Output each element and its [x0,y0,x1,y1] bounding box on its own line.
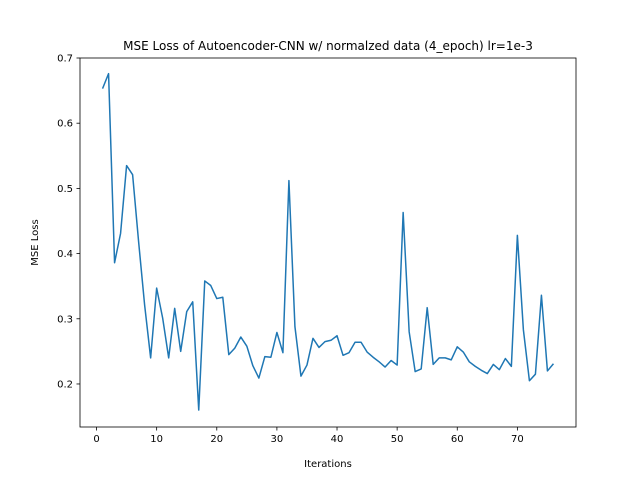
y-axis-label: MSE Loss [30,219,41,265]
y-tick-label: 0.4 [57,249,73,260]
x-axis-label: Iterations [304,459,352,470]
x-tick-label: 20 [210,434,223,445]
x-tick-label: 0 [93,434,99,445]
plot-area [101,72,555,411]
x-tick-label: 10 [150,434,163,445]
y-tick-label: 0.6 [57,119,73,130]
y-axis: 0.2 0.3 0.4 0.5 0.6 0.7 [57,54,80,390]
chart-title: MSE Loss of Autoencoder-CNN w/ normalzed… [123,39,533,53]
x-tick-label: 50 [391,434,404,445]
x-tick-label: 70 [511,434,524,445]
y-tick-label: 0.3 [57,314,73,325]
x-axis: 0 10 20 30 40 50 60 70 [93,427,524,445]
x-tick-label: 40 [331,434,344,445]
axes-frame [79,57,577,428]
y-tick-label: 0.5 [57,184,73,195]
y-tick-label: 0.2 [57,379,73,390]
x-tick-label: 30 [271,434,284,445]
y-tick-label: 0.7 [57,54,73,65]
series-line-0 [101,72,555,411]
x-tick-label: 60 [451,434,464,445]
